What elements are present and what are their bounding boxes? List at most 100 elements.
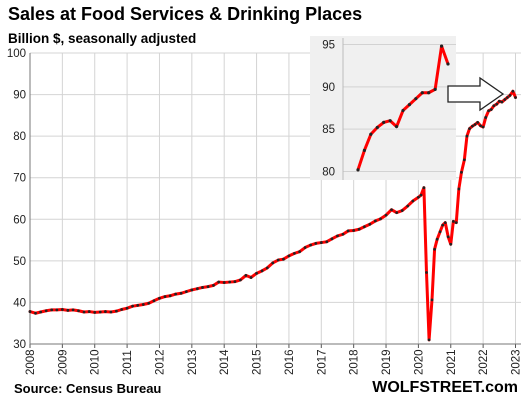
data-point-81 xyxy=(441,223,445,227)
data-point-38 xyxy=(233,280,237,284)
data-point-61 xyxy=(357,227,361,231)
y-tick-label-100: 100 xyxy=(7,48,26,60)
inset-background xyxy=(310,36,456,180)
series-sales xyxy=(28,89,517,342)
data-point-21 xyxy=(141,303,145,306)
data-point-67 xyxy=(390,208,393,212)
data-point-83 xyxy=(446,235,450,239)
data-point-62 xyxy=(362,225,366,229)
inset-data-point-5 xyxy=(388,119,392,123)
data-point-77 xyxy=(430,298,434,302)
data-point-16 xyxy=(115,309,118,313)
data-point-23 xyxy=(152,299,156,303)
inset-data-point-14 xyxy=(446,62,450,66)
inset-data-point-9 xyxy=(414,97,418,101)
data-point-95 xyxy=(479,124,482,128)
data-point-51 xyxy=(303,246,307,249)
data-point-47 xyxy=(282,257,285,261)
inset-y-tick-label-80: 80 xyxy=(322,167,335,179)
data-point-105 xyxy=(506,96,509,99)
x-tick-label-2016: 2016 xyxy=(284,349,296,375)
x-tick-label-2014: 2014 xyxy=(219,349,231,375)
data-point-60 xyxy=(352,229,356,232)
data-point-78 xyxy=(433,247,436,251)
data-point-45 xyxy=(271,261,275,265)
data-point-96 xyxy=(481,125,485,129)
data-point-71 xyxy=(411,199,415,203)
data-point-15 xyxy=(109,310,113,314)
data-point-65 xyxy=(379,217,382,221)
inset-data-point-12 xyxy=(433,87,437,91)
data-point-93 xyxy=(473,123,477,126)
chart-title: Sales at Food Services & Drinking Places xyxy=(8,4,363,24)
data-point-22 xyxy=(147,301,151,305)
data-point-82 xyxy=(443,221,447,225)
data-point-40 xyxy=(244,274,248,277)
data-point-28 xyxy=(179,291,183,295)
data-point-39 xyxy=(238,278,242,282)
data-point-72 xyxy=(417,195,420,199)
x-tick-label-2023: 2023 xyxy=(510,349,522,375)
x-tick-label-2013: 2013 xyxy=(187,349,199,375)
data-point-89 xyxy=(462,158,466,162)
data-point-69 xyxy=(400,209,404,212)
data-point-70 xyxy=(406,204,410,208)
data-point-3 xyxy=(44,309,48,313)
y-tick-labels: 30 40 50 60 70 80 90 100 xyxy=(7,48,26,351)
data-point-57 xyxy=(336,234,339,238)
data-point-100 xyxy=(492,104,496,108)
data-point-5 xyxy=(55,308,59,312)
inset-data-point-3 xyxy=(375,125,379,130)
chart-subtitle: Billion $, seasonally adjusted xyxy=(8,31,197,46)
data-point-68 xyxy=(395,211,399,215)
data-point-55 xyxy=(325,240,329,244)
data-point-97 xyxy=(484,116,488,119)
data-point-94 xyxy=(476,121,480,124)
inset-data-point-4 xyxy=(382,120,386,124)
data-point-9 xyxy=(77,309,80,313)
inset-data-point-1 xyxy=(362,148,367,152)
data-point-103 xyxy=(500,100,504,104)
x-tick-label-2012: 2012 xyxy=(154,349,166,375)
y-tick-label-70: 70 xyxy=(13,173,26,185)
x-tick-label-2009: 2009 xyxy=(57,349,69,375)
y-tick-label-40: 40 xyxy=(13,297,26,309)
data-point-107 xyxy=(511,89,515,93)
inset-data-point-2 xyxy=(369,132,373,136)
x-tick-label-2010: 2010 xyxy=(90,349,102,375)
y-tick-label-80: 80 xyxy=(13,131,26,143)
data-point-30 xyxy=(190,288,194,292)
arrow-icon xyxy=(447,76,505,112)
data-point-2 xyxy=(39,310,43,314)
inset-data-point-0 xyxy=(356,168,360,172)
data-point-6 xyxy=(60,308,64,311)
data-point-43 xyxy=(260,269,264,273)
data-point-18 xyxy=(125,306,129,310)
data-point-4 xyxy=(50,308,54,312)
data-point-7 xyxy=(66,308,70,312)
main-axes xyxy=(29,53,521,348)
data-point-8 xyxy=(71,308,75,312)
data-point-56 xyxy=(330,237,334,241)
data-point-37 xyxy=(228,280,232,284)
annotation-arrow xyxy=(447,76,505,112)
x-tick-label-2011: 2011 xyxy=(122,350,134,375)
data-point-24 xyxy=(158,296,161,300)
data-point-58 xyxy=(341,232,345,236)
data-point-17 xyxy=(120,308,123,311)
x-tick-label-2015: 2015 xyxy=(252,349,264,375)
data-point-27 xyxy=(174,292,178,296)
data-point-54 xyxy=(319,241,323,244)
data-point-13 xyxy=(98,310,102,314)
x-tick-label-2021: 2021 xyxy=(446,349,458,375)
inset-chart: 80 85 90 95 xyxy=(310,36,456,180)
data-point-108 xyxy=(514,96,517,99)
inset-y-tick-label-90: 90 xyxy=(322,82,335,94)
x-tick-label-2017: 2017 xyxy=(316,349,328,375)
data-point-12 xyxy=(93,311,97,314)
x-tick-label-2020: 2020 xyxy=(413,349,425,375)
data-point-75 xyxy=(425,271,428,274)
data-point-48 xyxy=(287,254,291,258)
data-point-19 xyxy=(131,304,135,308)
